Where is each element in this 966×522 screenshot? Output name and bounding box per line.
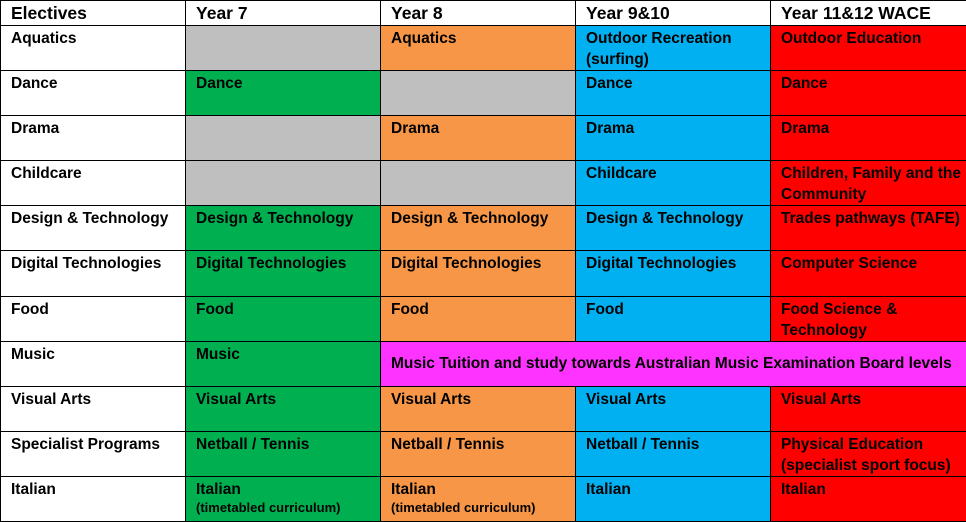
year-11-12-cell: Outdoor Education	[770, 25, 966, 72]
year-7-cell: Italian (timetabled curriculum)	[185, 475, 381, 522]
year-8-cell: Digital Technologies	[380, 250, 576, 297]
year-9-10-cell: Netball / Tennis	[575, 430, 771, 477]
year-7-cell: Design & Technology	[185, 205, 381, 252]
table-row: Design & Technology Design & Technology …	[0, 205, 966, 252]
header-electives: Electives	[0, 0, 186, 27]
not-offered-cell	[185, 115, 381, 162]
year-9-10-cell: Design & Technology	[575, 205, 771, 252]
header-year-11-12: Year 11&12 WACE	[770, 0, 966, 27]
year-9-10-cell: Outdoor Recreation (surfing)	[575, 25, 771, 72]
header-year-9-10: Year 9&10	[575, 0, 771, 27]
year-11-12-cell: Visual Arts	[770, 385, 966, 432]
year-9-10-cell: Childcare	[575, 160, 771, 207]
table-row: Childcare Childcare Children, Family and…	[0, 160, 966, 207]
elective-name: Aquatics	[0, 25, 186, 72]
not-offered-cell	[380, 70, 576, 117]
table-row: Visual Arts Visual Arts Visual Arts Visu…	[0, 385, 966, 432]
year-7-cell: Dance	[185, 70, 381, 117]
elective-name: Music	[0, 340, 186, 387]
year-11-12-cell: Trades pathways (TAFE)	[770, 205, 966, 252]
year-11-12-cell: Computer Science	[770, 250, 966, 297]
elective-name: Digital Technologies	[0, 250, 186, 297]
year-7-cell: Visual Arts	[185, 385, 381, 432]
year-9-10-cell: Food	[575, 295, 771, 342]
year-7-cell: Netball / Tennis	[185, 430, 381, 477]
year-9-10-cell: Visual Arts	[575, 385, 771, 432]
not-offered-cell	[185, 160, 381, 207]
elective-name: Food	[0, 295, 186, 342]
not-offered-cell	[380, 160, 576, 207]
year-7-cell: Music	[185, 340, 381, 387]
year-8-cell-title: Italian	[391, 480, 436, 498]
year-8-cell: Italian (timetabled curriculum)	[380, 475, 576, 522]
table-row: Dance Dance Dance Dance	[0, 70, 966, 117]
table-row: Digital Technologies Digital Technologie…	[0, 250, 966, 297]
year-9-10-cell: Digital Technologies	[575, 250, 771, 297]
table-row: Drama Drama Drama Drama	[0, 115, 966, 162]
header-year-7: Year 7	[185, 0, 381, 27]
elective-name: Design & Technology	[0, 205, 186, 252]
year-7-cell-title: Italian	[196, 480, 241, 498]
year-8-cell: Aquatics	[380, 25, 576, 72]
year-11-12-cell: Food Science & Technology	[770, 295, 966, 342]
year-8-cell: Drama	[380, 115, 576, 162]
year-9-10-cell: Dance	[575, 70, 771, 117]
year-8-cell-note: (timetabled curriculum)	[391, 499, 536, 515]
year-11-12-cell: Drama	[770, 115, 966, 162]
year-8-cell: Visual Arts	[380, 385, 576, 432]
year-7-cell: Food	[185, 295, 381, 342]
year-8-cell: Food	[380, 295, 576, 342]
year-11-12-cell: Physical Education (specialist sport foc…	[770, 430, 966, 477]
elective-name: Visual Arts	[0, 385, 186, 432]
not-offered-cell	[185, 25, 381, 72]
year-11-12-cell: Italian	[770, 475, 966, 522]
elective-name: Dance	[0, 70, 186, 117]
music-tuition-span-cell: Music Tuition and study towards Australi…	[380, 340, 966, 387]
table-row: Music Music Music Tuition and study towa…	[0, 340, 966, 387]
year-8-cell: Netball / Tennis	[380, 430, 576, 477]
elective-name: Drama	[0, 115, 186, 162]
year-7-cell: Digital Technologies	[185, 250, 381, 297]
table-row: Aquatics Aquatics Outdoor Recreation (su…	[0, 25, 966, 72]
year-9-10-cell: Drama	[575, 115, 771, 162]
table-row: Italian Italian (timetabled curriculum) …	[0, 475, 966, 522]
table-row: Food Food Food Food Food Science & Techn…	[0, 295, 966, 342]
elective-name: Specialist Programs	[0, 430, 186, 477]
year-8-cell: Design & Technology	[380, 205, 576, 252]
year-11-12-cell: Children, Family and the Community	[770, 160, 966, 207]
year-11-12-cell: Dance	[770, 70, 966, 117]
header-year-8: Year 8	[380, 0, 576, 27]
table-row: Specialist Programs Netball / Tennis Net…	[0, 430, 966, 477]
header-row: Electives Year 7 Year 8 Year 9&10 Year 1…	[0, 0, 966, 27]
year-7-cell-note: (timetabled curriculum)	[196, 499, 341, 515]
elective-name: Childcare	[0, 160, 186, 207]
elective-name: Italian	[0, 475, 186, 522]
year-9-10-cell: Italian	[575, 475, 771, 522]
